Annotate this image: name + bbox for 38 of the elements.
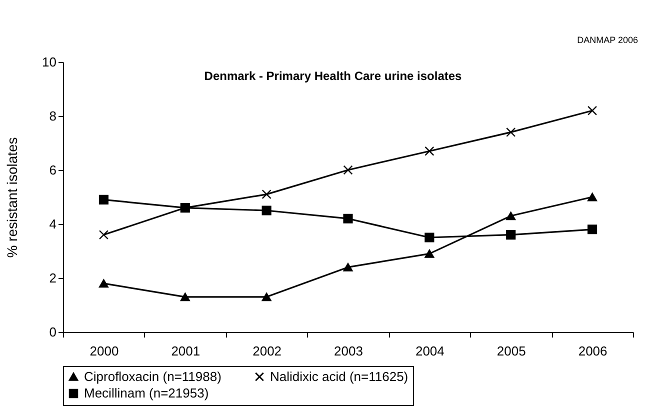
point	[262, 206, 272, 216]
x-tick-label: 2006	[578, 344, 608, 358]
text: DANMAP 2006	[577, 35, 638, 45]
point	[343, 214, 353, 224]
point	[506, 230, 516, 240]
y-tick-label: 0	[49, 324, 56, 340]
x-tick-label: 2002	[252, 344, 282, 358]
legend-label: Mecillinam (n=21953)	[84, 386, 209, 400]
y-tick-label: 2	[49, 270, 56, 286]
point	[98, 230, 108, 240]
x-tick-label: 2005	[496, 344, 526, 358]
point	[180, 292, 190, 302]
point	[424, 146, 434, 156]
point	[506, 212, 516, 220]
x-tick-label: 2004	[415, 344, 444, 358]
point	[424, 232, 434, 242]
y-axis-title: % resistant isolates	[4, 137, 20, 258]
y-tick-label: 4	[49, 216, 56, 232]
point	[588, 192, 598, 202]
point	[588, 106, 598, 116]
y-tick-label: 6	[49, 162, 56, 178]
point	[588, 224, 598, 234]
point	[343, 165, 353, 175]
legend-label: Nalidixic acid (n=11625)	[270, 368, 408, 384]
point	[98, 279, 108, 288]
text: Denmark - Primary Health Care urine isolates	[204, 69, 462, 83]
y-tick-label: 8	[49, 108, 56, 124]
x-tick-label: 2000	[90, 344, 119, 358]
y-tick-label: 10	[42, 54, 56, 70]
x-tick-label: 2001	[171, 344, 200, 358]
point	[343, 262, 353, 272]
point	[262, 292, 272, 302]
point	[424, 249, 434, 258]
legend-label: Ciprofloxacin (n=11988)	[84, 368, 222, 384]
point	[98, 194, 108, 204]
point	[262, 190, 272, 200]
point	[506, 127, 516, 137]
x-tick-label: 2003	[334, 344, 363, 358]
